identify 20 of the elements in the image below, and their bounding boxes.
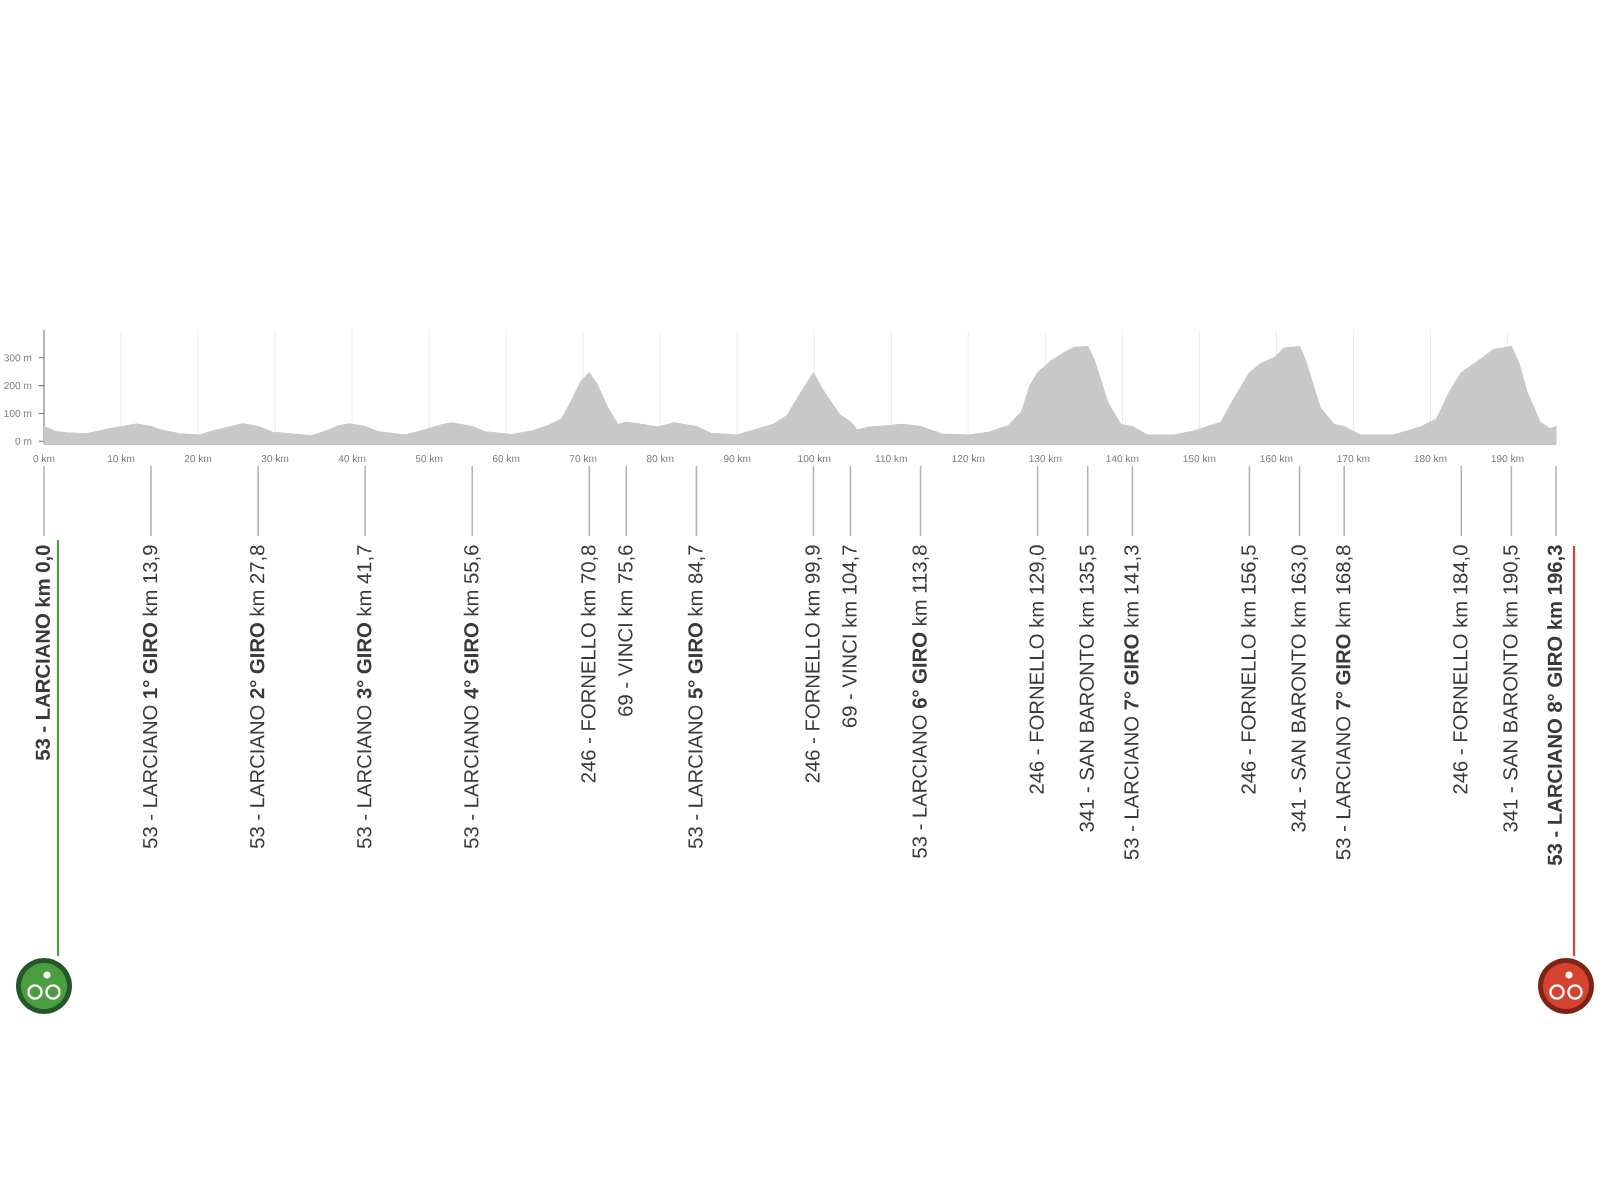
annotation: 246 - FORNELLO km 184,0 <box>1452 545 1470 794</box>
annotation: 53 - LARCIANO km 0,0 <box>35 545 53 761</box>
annotation: 341 - SAN BARONTO km 135,5 <box>1079 545 1097 832</box>
annotation: 53 - LARCIANO 3° GIRO km 41,7 <box>356 545 374 849</box>
annotation: 53 - LARCIANO 4° GIRO km 55,6 <box>463 545 481 849</box>
annotation: 246 - FORNELLO km 70,8 <box>580 545 598 783</box>
annotation: 53 - LARCIANO 1° GIRO km 13,9 <box>142 545 160 849</box>
annotation: 53 - LARCIANO 8° GIRO km 196,3 <box>1547 545 1565 866</box>
annotation: 53 - LARCIANO 5° GIRO km 84,7 <box>687 545 706 849</box>
annotation: 53 - LARCIANO 2° GIRO km 27,8 <box>249 545 267 849</box>
annotation: 69 - VINCI km 75,6 <box>617 545 635 716</box>
annotation: 69 - VINCI km 104,7 <box>841 545 860 728</box>
annotation: 53 - LARCIANO 7° GIRO km 168,8 <box>1335 545 1353 860</box>
annotation: 246 - FORNELLO km 129,0 <box>1029 545 1047 794</box>
annotation: 53 - LARCIANO 7° GIRO km 141,3 <box>1123 545 1142 860</box>
annotation: 246 - FORNELLO km 99,9 <box>804 545 823 783</box>
annotation: 53 - LARCIANO 6° GIRO km 113,8 <box>911 545 930 858</box>
annotation: 341 - SAN BARONTO km 190,5 <box>1502 545 1520 832</box>
annotation: 341 - SAN BARONTO km 163,0 <box>1290 545 1309 832</box>
annotation: 246 - FORNELLO km 156,5 <box>1240 545 1259 794</box>
